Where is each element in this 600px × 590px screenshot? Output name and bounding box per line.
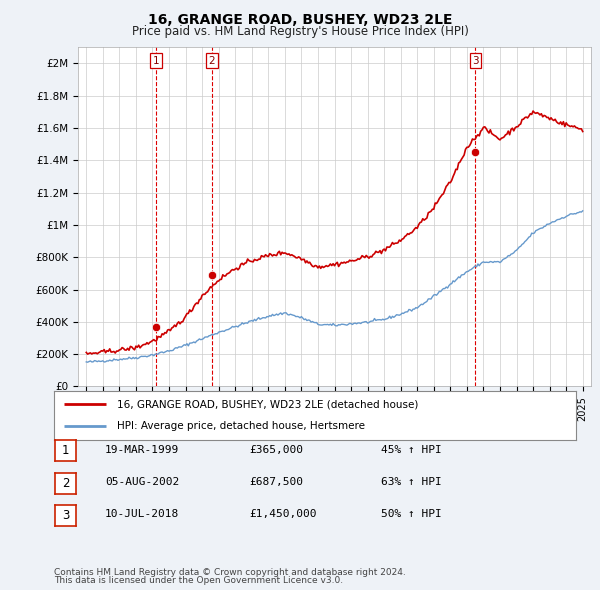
Text: 19-MAR-1999: 19-MAR-1999 (105, 445, 179, 454)
Text: 16, GRANGE ROAD, BUSHEY, WD23 2LE (detached house): 16, GRANGE ROAD, BUSHEY, WD23 2LE (detac… (116, 399, 418, 409)
Text: 45% ↑ HPI: 45% ↑ HPI (381, 445, 442, 454)
Text: £687,500: £687,500 (249, 477, 303, 487)
Text: 2: 2 (209, 55, 215, 65)
Text: HPI: Average price, detached house, Hertsmere: HPI: Average price, detached house, Hert… (116, 421, 365, 431)
Text: This data is licensed under the Open Government Licence v3.0.: This data is licensed under the Open Gov… (54, 576, 343, 585)
Text: 1: 1 (152, 55, 159, 65)
Text: 63% ↑ HPI: 63% ↑ HPI (381, 477, 442, 487)
Text: 3: 3 (62, 509, 69, 522)
Text: 05-AUG-2002: 05-AUG-2002 (105, 477, 179, 487)
Text: 2: 2 (62, 477, 69, 490)
Text: 1: 1 (62, 444, 69, 457)
Text: 50% ↑ HPI: 50% ↑ HPI (381, 510, 442, 519)
Text: 10-JUL-2018: 10-JUL-2018 (105, 510, 179, 519)
Text: 3: 3 (472, 55, 479, 65)
Text: 16, GRANGE ROAD, BUSHEY, WD23 2LE: 16, GRANGE ROAD, BUSHEY, WD23 2LE (148, 13, 452, 27)
Text: Contains HM Land Registry data © Crown copyright and database right 2024.: Contains HM Land Registry data © Crown c… (54, 568, 406, 577)
Text: £365,000: £365,000 (249, 445, 303, 454)
Text: £1,450,000: £1,450,000 (249, 510, 317, 519)
Text: Price paid vs. HM Land Registry's House Price Index (HPI): Price paid vs. HM Land Registry's House … (131, 25, 469, 38)
